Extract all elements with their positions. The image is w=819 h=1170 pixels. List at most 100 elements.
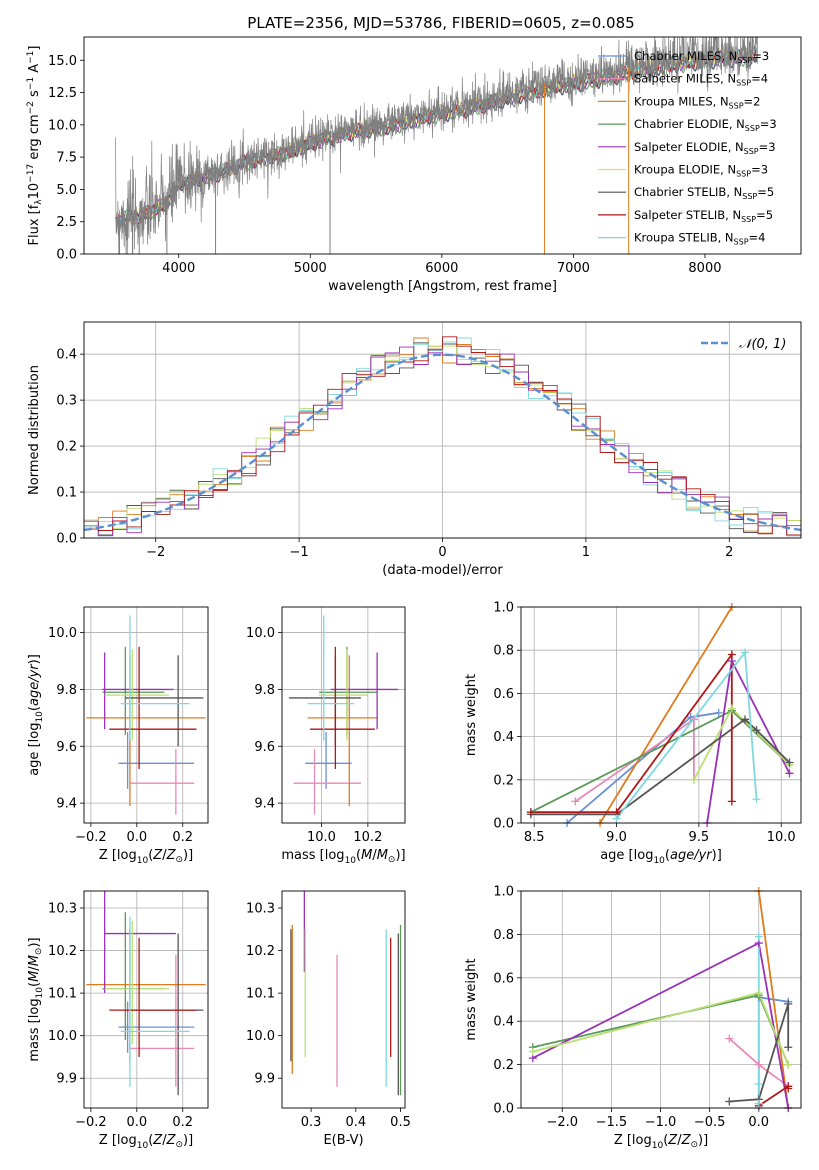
y-tick-label: 5.0 [56,183,77,198]
axes-frame [281,890,406,1109]
weight-marker [741,648,749,657]
weight-marker [725,1034,734,1043]
figure-title: PLATE=2356, MJD=53786, FIBERID=0605, z=0… [247,14,634,32]
panel-age-vs-Z: −0.2 0.0 0.2 9.4 9.6 9.8 10.0 Z [log10(Z/Z⊙)] ag… [27,606,209,866]
y-tick-label: 9.8 [56,683,77,698]
weight-marker [784,1043,793,1052]
weight-marker [754,988,763,997]
x-tick-label: −2.0 [546,1115,578,1130]
weight-line [729,1003,790,1103]
x-tick-label: −1.5 [596,1115,628,1130]
axes-frame [83,321,802,539]
plot-area [115,37,758,254]
weight-marker [689,715,698,724]
legend-label: Salpeter MILES, NSSP=4 [634,72,768,88]
y-axis-label: mass [log10(M/M⊙)] [27,937,45,1061]
y-tick-label: 0.8 [493,928,514,943]
y-tick-label: 7.5 [56,151,77,166]
panel-weight-vs-Z: −2.0 −1.5 −1.0 −0.5 0.0 0.0 0.2 0.4 0.6 0.8 1.0 Z [… [464,885,802,1151]
weight-marker [784,999,793,1008]
y-tick-label: 15.0 [48,54,77,69]
weight-marker [714,708,723,717]
axes-frame [281,606,406,824]
x-axis-label: Z [log10(Z/Z⊙)] [614,1133,708,1151]
panel-mass-vs-EBV: 0.3 0.4 0.5 9.9 10.0 10.1 10.2 10.3 E(B-V) [246,890,411,1148]
plot-area [86,615,206,815]
residual-histogram [84,336,801,536]
y-axis-label: Flux [fλ10−17 erg cm−2 s−1 A−1] [26,46,44,246]
plot-area [84,336,801,537]
x-tick-label: 0.5 [390,1115,411,1130]
y-tick-label: 1.0 [493,885,514,900]
x-axis-label: E(B-V) [323,1133,363,1148]
y-tick-label: 10.0 [246,626,275,641]
axes-frame [83,36,802,255]
x-tick-label: 9.0 [606,830,627,845]
legend-label: Salpeter ELODIE, NSSP=3 [634,140,776,156]
panel-mass-vs-Z: −0.2 0.0 0.2 9.9 10.0 10.1 10.2 10.3 Z [log10(Z/… [27,890,209,1151]
y-tick-label: 10.0 [48,626,77,641]
legend-label: Chabrier STELIB, NSSP=5 [634,185,774,201]
y-tick-label: 0.0 [56,248,77,263]
weight-marker [526,808,535,817]
x-tick-label: −0.2 [75,830,107,845]
y-tick-label: 9.4 [254,797,275,812]
y-axis-label: age [log10(age/yr)] [27,654,45,776]
y-tick-label: 10.2 [48,944,77,959]
x-tick-label: 4000 [162,261,195,276]
y-tick-label: 10.0 [48,1029,77,1044]
weight-marker [571,797,580,806]
weight-line [757,891,790,1108]
plot-area [530,607,791,823]
legend-label: Chabrier MILES, NSSP=3 [634,49,769,65]
x-axis-label: Z [log10(Z/Z⊙)] [99,848,193,866]
weight-marker [752,726,761,735]
y-tick-label: 0.2 [56,440,77,455]
y-axis-label: mass weight [464,958,479,1040]
x-tick-label: 10.0 [307,830,336,845]
x-tick-label: 0.0 [126,830,147,845]
legend-label: Kroupa ELODIE, NSSP=3 [634,163,768,179]
x-tick-label: 5000 [294,261,327,276]
y-tick-label: 2.5 [56,215,77,230]
weight-marker [752,795,761,804]
plot-area [288,615,399,815]
y-tick-label: 0.2 [493,1058,514,1073]
normal-reference-curve [84,353,801,532]
x-axis-label: wavelength [Angstrom, rest frame] [328,279,557,294]
x-axis-label: Z [log10(Z/Z⊙)] [99,1133,193,1151]
y-tick-label: 9.8 [254,683,275,698]
y-tick-label: 0.6 [493,687,514,702]
y-tick-label: 10.0 [48,118,77,133]
x-tick-label: −0.2 [75,1115,107,1130]
panel-residuals: −2 −1 0 1 2 0.0 0.1 0.2 0.3 0.4 (data-model)/error… [27,321,802,578]
y-tick-label: 0.4 [493,730,514,745]
weight-marker [727,797,736,806]
x-axis-label: (data-model)/error [382,563,503,578]
y-tick-label: 1.0 [493,601,514,616]
y-tick-label: 10.2 [246,944,275,959]
x-axis-label: age [log10(age/yr)] [600,848,722,866]
x-tick-label: −1 [290,545,309,560]
x-tick-label: 9.5 [689,830,710,845]
y-tick-label: 10.1 [246,987,275,1002]
y-tick-label: 9.9 [254,1072,275,1087]
legend-label: Kroupa MILES, NSSP=2 [634,94,760,110]
x-tick-label: −1.0 [645,1115,677,1130]
x-tick-label: 0.0 [748,1115,769,1130]
weight-marker [754,1080,763,1089]
weight-marker [727,650,736,659]
x-tick-label: 10.0 [767,830,796,845]
legend-label: Kroupa STELIB, NSSP=4 [634,231,765,247]
y-tick-label: 10.1 [48,987,77,1002]
y-tick-label: 0.2 [493,773,514,788]
x-tick-label: −0.5 [694,1115,726,1130]
x-tick-label: 8000 [688,261,721,276]
weight-line [758,1084,790,1107]
y-tick-label: 9.6 [56,740,77,755]
x-tick-label: 0 [438,545,446,560]
x-tick-label: 0.3 [301,1115,322,1130]
y-tick-label: 9.6 [254,740,275,755]
residual-histogram [84,346,801,537]
